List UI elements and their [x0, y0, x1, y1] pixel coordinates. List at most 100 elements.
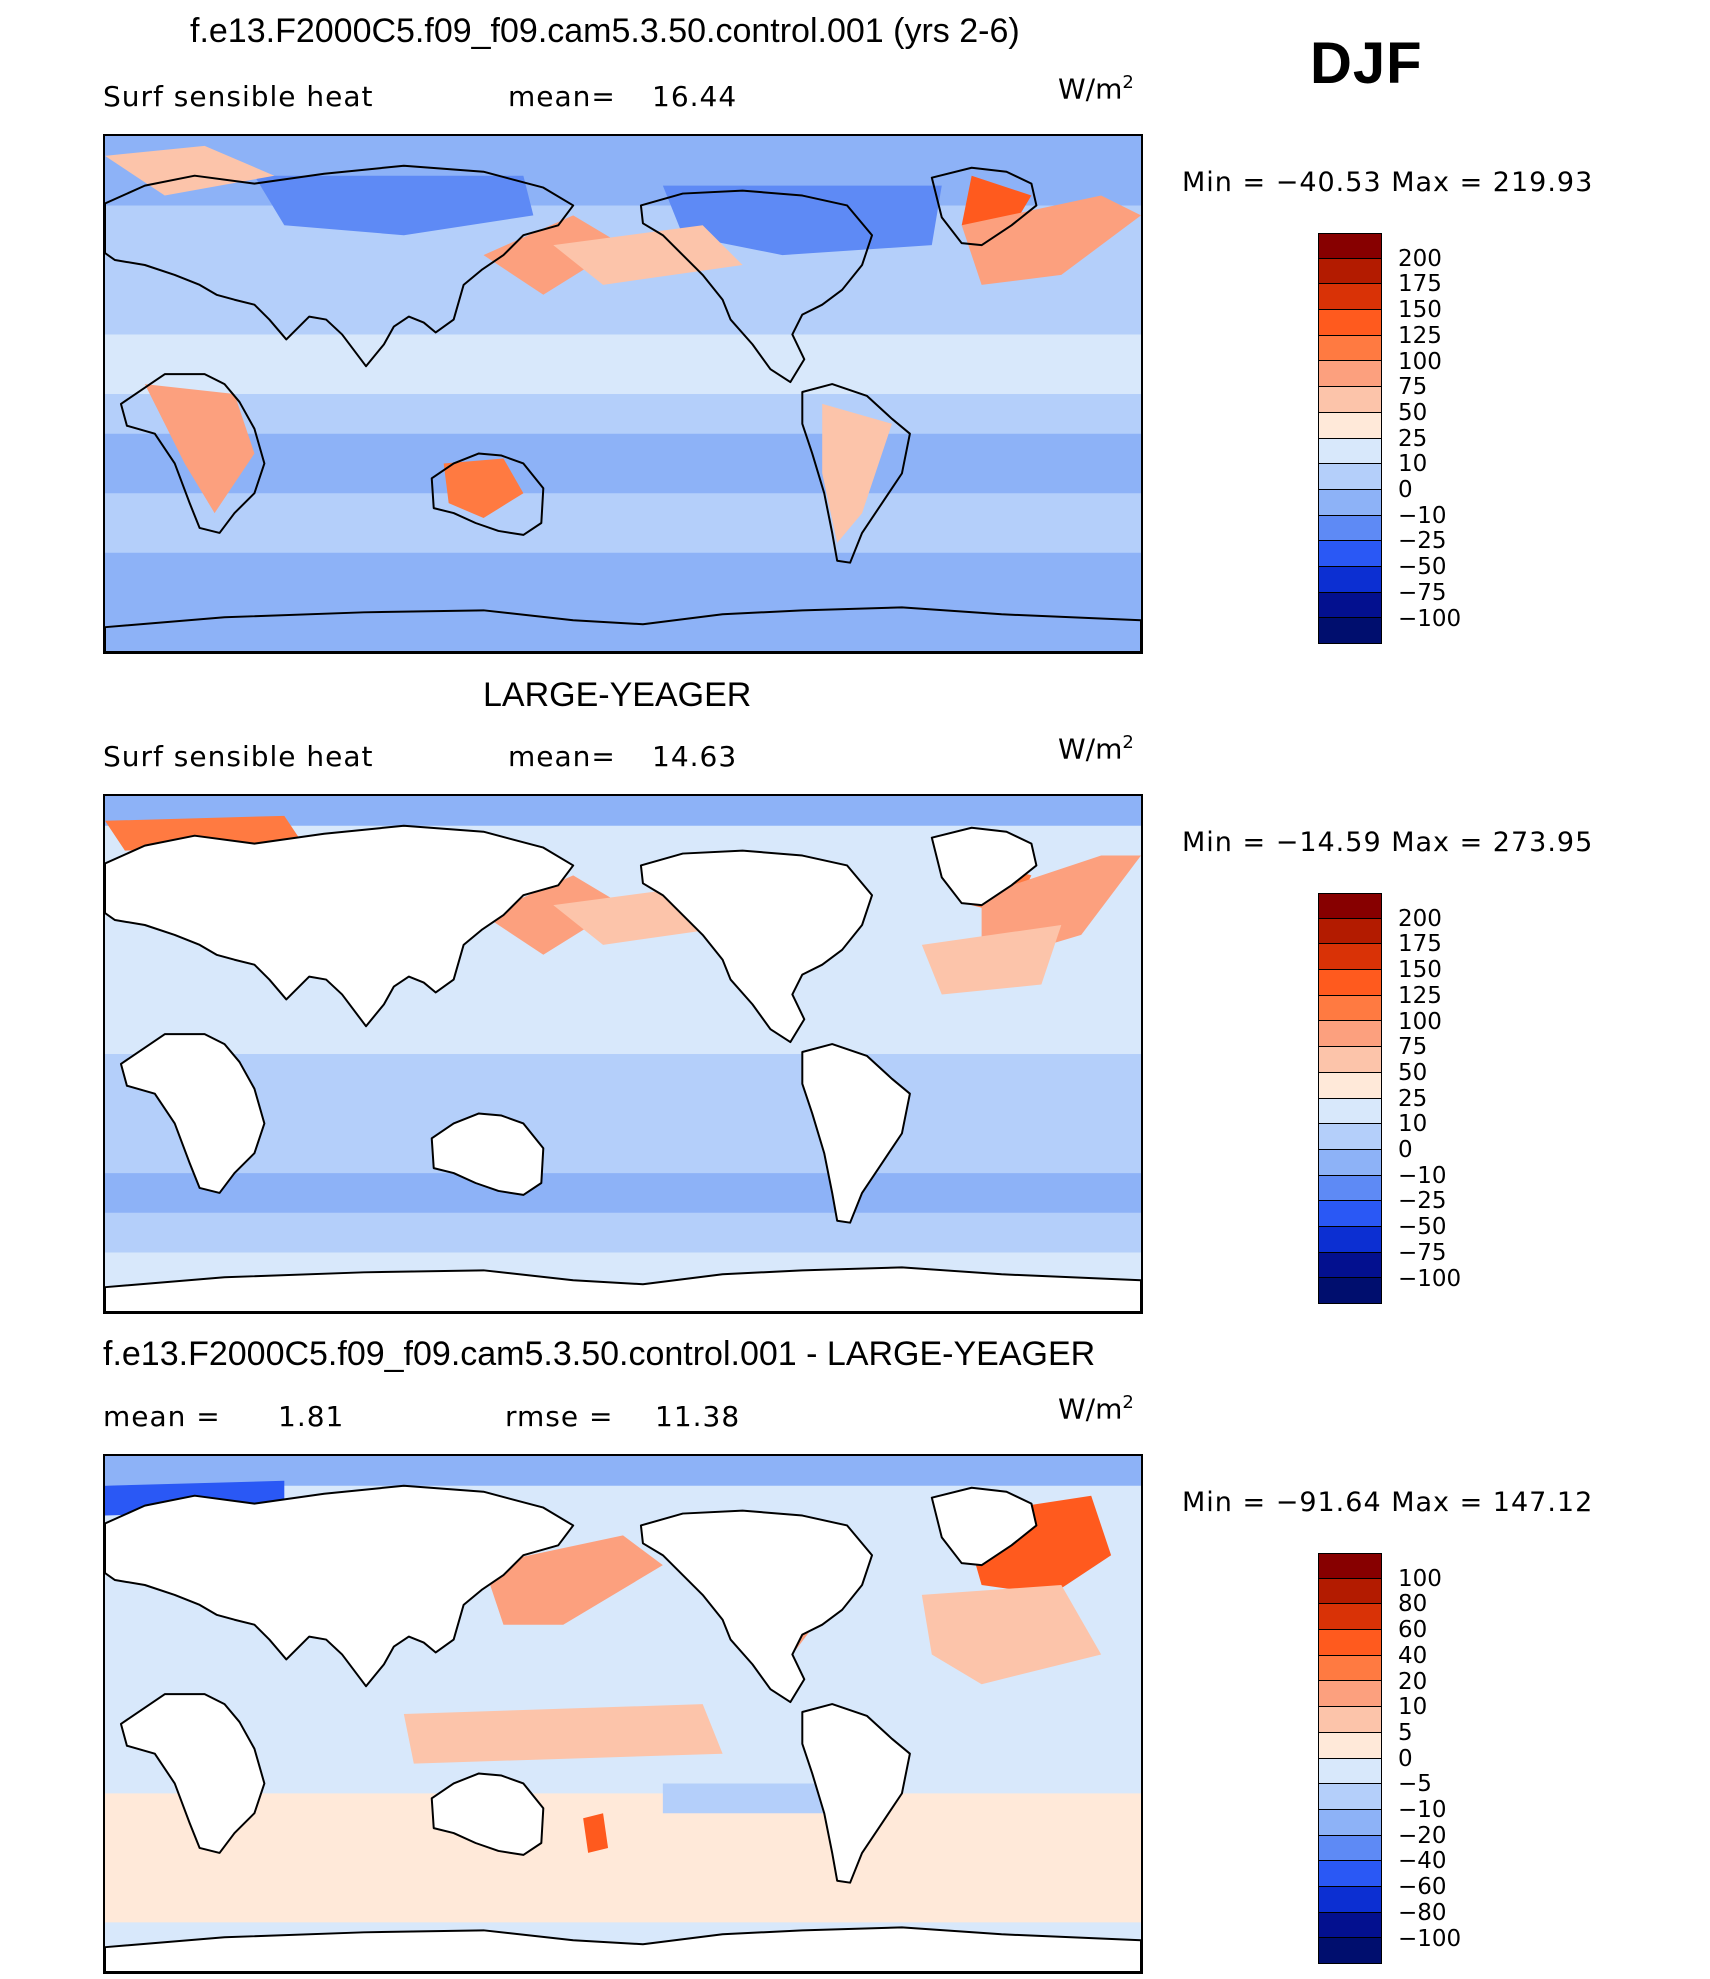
contour-region [961, 195, 1141, 285]
coastline-africa [119, 373, 266, 534]
colorbar-tick-label: −50 [1398, 1214, 1447, 1241]
colorbar-tick-label: 10 [1398, 1111, 1428, 1138]
colorbar-tick-label: −25 [1398, 1188, 1447, 1215]
colorbar-tick-label: 100 [1398, 1008, 1442, 1035]
colorbar-swatch [1318, 284, 1382, 311]
colorbar-tick-label: 175 [1398, 271, 1442, 298]
coastline-north-america [639, 849, 874, 1044]
colorbar-swatch [1318, 1758, 1382, 1785]
colorbar-tick-label: 200 [1398, 245, 1442, 272]
colorbar-swatch [1318, 464, 1382, 490]
mean-label: mean= [508, 740, 616, 773]
colorbar-tick-label: 0 [1398, 1137, 1413, 1163]
colorbar-swatch [1318, 1098, 1382, 1125]
contour-region [105, 796, 1141, 826]
colorbar-swatch [1318, 1886, 1382, 1913]
coastline-greenland [930, 1486, 1038, 1567]
colorbar-tick-label: 75 [1398, 374, 1428, 401]
variable-label: Surf sensible heat [103, 740, 374, 773]
colorbar-swatch [1318, 1072, 1382, 1099]
contour-region [822, 403, 892, 543]
colorbar-tick-label: −80 [1398, 1899, 1447, 1926]
colorbar-swatch [1318, 995, 1382, 1022]
contour-region [483, 215, 623, 295]
min-max-readout: Min = −14.59 Max = 273.95 [1182, 827, 1594, 858]
panel-title: f.e13.F2000C5.f09_f09.cam5.3.50.control.… [103, 1335, 1096, 1373]
colorbar-swatch [1318, 1278, 1382, 1304]
contour-region [144, 384, 255, 514]
colorbar-tick-label: 200 [1398, 905, 1442, 932]
colorbar-swatch [1318, 1655, 1382, 1682]
coastline-north-america [639, 1509, 874, 1704]
contour-region [105, 145, 275, 196]
colorbar-swatch [1318, 233, 1382, 259]
colorbar-swatch [1318, 335, 1382, 362]
colorbar-swatch [1318, 1861, 1382, 1887]
colorbar-swatch [1318, 1047, 1382, 1073]
colorbar-swatch [1318, 1938, 1382, 1964]
mean-value: 1.81 [278, 1400, 345, 1433]
colorbar-swatch [1318, 1707, 1382, 1733]
colorbar-swatch [1318, 1175, 1382, 1202]
coastline-eurasia [105, 1484, 575, 1688]
coastline-australia [430, 1772, 545, 1856]
contour-region [921, 925, 1062, 995]
colorbar-swatch [1318, 1201, 1382, 1227]
colorbar-tick-label: 25 [1398, 1085, 1428, 1112]
colorbar-swatch [1318, 918, 1382, 945]
colorbar-swatch [1318, 1912, 1382, 1939]
coastline-australia [430, 1112, 545, 1196]
contour-region [483, 875, 623, 955]
contour-region [443, 458, 524, 519]
units-label: W/m2 [1058, 732, 1134, 766]
coastline-south-america [801, 1703, 911, 1884]
colorbar-swatch [1318, 438, 1382, 465]
colorbar-tick-label: −20 [1398, 1822, 1447, 1849]
colorbar-tick-label: 150 [1398, 957, 1442, 984]
panel-title: f.e13.F2000C5.f09_f09.cam5.3.50.control.… [190, 12, 1020, 50]
colorbar-swatch [1318, 1732, 1382, 1759]
colorbar-tick-label: −10 [1398, 502, 1447, 529]
colorbar-swatch [1318, 1553, 1382, 1579]
mean-label: mean = [103, 1400, 221, 1433]
colorbar-tick-label: 100 [1398, 1565, 1442, 1592]
colorbar-swatch [1318, 387, 1382, 413]
colorbar-tick-label: 75 [1398, 1034, 1428, 1061]
units-label: W/m2 [1058, 1392, 1134, 1426]
colorbar-swatch [1318, 515, 1382, 542]
colorbar-swatch [1318, 489, 1382, 516]
colorbar-tick-label: −100 [1398, 605, 1462, 632]
coastline-eurasia [105, 164, 575, 368]
variable-label: Surf sensible heat [103, 80, 374, 113]
contour-region [105, 1054, 1141, 1253]
rmse-value: 11.38 [655, 1400, 741, 1433]
colorbar-swatch [1318, 944, 1382, 971]
colorbar-tick-label: −100 [1398, 1265, 1462, 1292]
coastline-greenland [930, 166, 1038, 247]
colorbar-swatch [1318, 566, 1382, 593]
colorbar-tick-label: 5 [1398, 1719, 1413, 1746]
mean-value: 14.63 [652, 740, 738, 773]
map-panel-2 [103, 794, 1143, 1314]
map-canvas [105, 1456, 1141, 1972]
season-label: DJF [1310, 31, 1423, 96]
colorbar-swatch [1318, 361, 1382, 388]
colorbar-swatch [1318, 893, 1382, 919]
contour-region [105, 1173, 1141, 1213]
colorbar-2: 200 175 150 125 100 75 50 25 10 0 −10 −25 −50 −75 −100 [1318, 893, 1461, 1304]
contour-region [105, 1793, 1141, 1923]
coastline-africa [119, 1033, 266, 1194]
colorbar-tick-label: −5 [1398, 1771, 1432, 1798]
coastline-south-america [801, 1043, 911, 1224]
colorbar-tick-label: 50 [1398, 399, 1428, 426]
map-canvas [105, 796, 1141, 1312]
colorbar-3: 100 80 60 40 20 10 5 0 −5 −10 −20 −40 −60 −80 −100 [1318, 1553, 1461, 1964]
colorbar-swatch [1318, 1226, 1382, 1253]
coastline-antarctica [105, 1266, 1141, 1312]
colorbar-swatch [1318, 1809, 1382, 1836]
colorbar-tick-label: −100 [1398, 1925, 1462, 1952]
rmse-label: rmse = [505, 1400, 614, 1433]
colorbar-swatch [1318, 970, 1382, 996]
colorbar-swatch [1318, 412, 1382, 439]
colorbar-1: 200 175 150 125 100 75 50 25 10 0 −10 −25 −50 −75 −100 [1318, 233, 1461, 644]
